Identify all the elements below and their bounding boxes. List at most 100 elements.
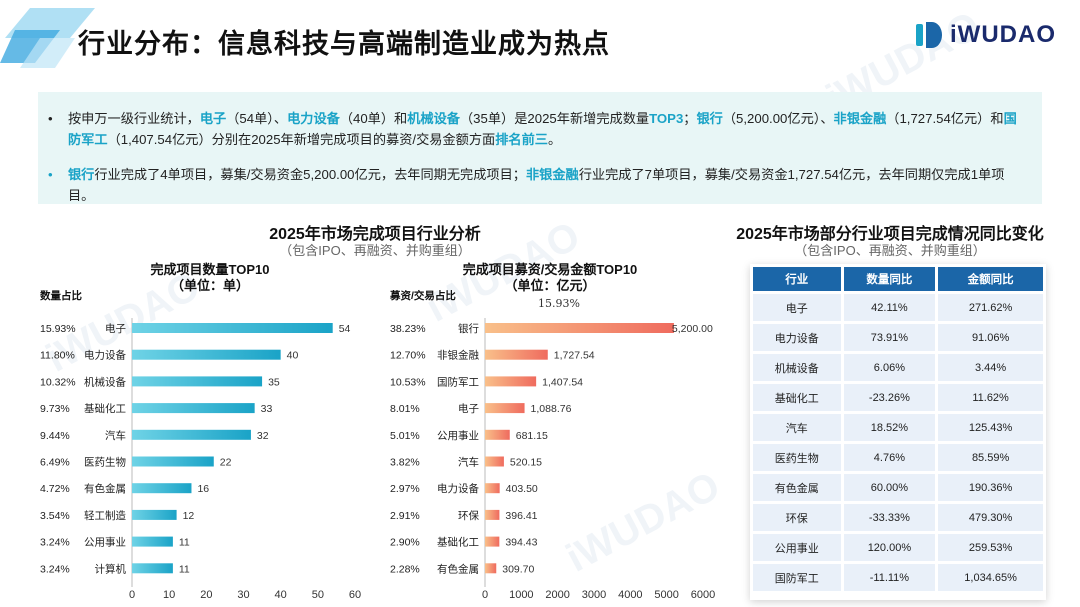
- table-cell: -33.33%: [843, 504, 936, 531]
- text: 按申万一级行业统计，: [68, 111, 200, 126]
- text: （5,200.00亿元）、: [722, 111, 834, 126]
- table-cell: 3.44%: [938, 354, 1043, 381]
- highlight: 排名前三: [495, 132, 548, 147]
- text: （35单）是2025年新增完成数量: [460, 111, 650, 126]
- x-tick-label: 2000: [545, 589, 569, 601]
- x-tick-label: 50: [312, 589, 324, 601]
- table-row: 环保 -33.33% 479.30%: [753, 504, 1043, 531]
- category-label: 基础化工: [437, 536, 479, 549]
- bar: [132, 323, 333, 333]
- table-row: 国防军工 -11.11% 1,034.65%: [753, 564, 1043, 591]
- bar: [485, 509, 500, 520]
- chart1-title-text: 完成项目数量TOP10: [150, 262, 270, 277]
- table-cell: 259.53%: [938, 534, 1043, 561]
- left-section-subtitle: （包含IPO、再融资、并购重组）: [279, 243, 471, 258]
- right-section-subtitle: （包含IPO、再融资、并购重组）: [794, 243, 986, 258]
- share-label: 3.54%: [40, 510, 70, 522]
- text: （1,727.54亿元）和: [886, 111, 1004, 126]
- bar: [132, 349, 281, 360]
- table-cell: 电子: [753, 294, 841, 321]
- x-tick-label: 0: [482, 589, 488, 601]
- table-cell: 有色金属: [753, 474, 841, 501]
- category-label: 电子: [105, 322, 126, 335]
- highlight: 机械设备: [407, 111, 460, 126]
- share-label: 15.93%: [40, 323, 76, 335]
- bullet-dot: •: [48, 167, 53, 182]
- summary-box: • 按申万一级行业统计，电子（54单）、电力设备（40单）和机械设备（35单）是…: [38, 92, 1042, 204]
- yoy-table-card: 行业 数量同比 金额同比 电子 42.11% 271.62% 电力设备 73.91% 91.0…: [750, 264, 1046, 600]
- value-label: 394.43: [505, 537, 537, 549]
- text: （1,407.54亿元）分别在2025年新增完成项目的募资/交易金额方面: [107, 132, 496, 147]
- bar: [485, 456, 504, 467]
- value-label: 5,200.00: [672, 323, 713, 335]
- chart-amount-top10: 0 1000 2000 3000 4000 5000 6000 38.23% 银行 5,200.0…: [390, 318, 715, 601]
- bar: [132, 483, 192, 494]
- header-decoration: [0, 8, 95, 68]
- category-label: 环保: [458, 509, 479, 522]
- table-cell: 机械设备: [753, 354, 841, 381]
- chart2-stray-label: 15.93%: [538, 297, 580, 310]
- table-cell: 91.06%: [938, 324, 1043, 351]
- bar: [485, 349, 548, 360]
- text: 行业完成了7单项目，募集/交易资金1,727.54亿元，去年同期仅完成1单项目。: [68, 167, 1005, 203]
- share-label: 38.23%: [390, 323, 426, 335]
- share-label: 2.90%: [390, 537, 420, 549]
- share-label: 8.01%: [390, 403, 420, 415]
- value-label: 1,088.76: [531, 403, 572, 415]
- value-label: 309.70: [502, 563, 534, 575]
- table-cell: 73.91%: [843, 324, 936, 351]
- category-label: 电力设备: [84, 349, 126, 362]
- table-row: 电子 42.11% 271.62%: [753, 294, 1043, 321]
- highlight: 银行: [68, 167, 95, 182]
- category-label: 电子: [458, 402, 479, 415]
- category-label: 电力设备: [437, 482, 479, 495]
- table-header-cell: 行业: [753, 267, 841, 291]
- x-tick-label: 6000: [691, 589, 715, 601]
- value-label: 54: [339, 323, 351, 335]
- bar: [132, 563, 173, 574]
- bar: [132, 536, 173, 547]
- text: 。: [547, 132, 562, 147]
- category-label: 有色金属: [84, 482, 126, 495]
- x-tick-label: 4000: [618, 589, 642, 601]
- table-cell: 60.00%: [843, 474, 936, 501]
- category-label: 基础化工: [84, 402, 126, 415]
- table-row: 公用事业 120.00% 259.53%: [753, 534, 1043, 561]
- category-label: 轻工制造: [84, 509, 126, 522]
- value-label: 520.15: [510, 457, 542, 469]
- category-label: 机械设备: [84, 375, 126, 388]
- share-label: 3.82%: [390, 457, 420, 469]
- value-label: 22: [220, 457, 232, 469]
- category-label: 汽车: [105, 429, 126, 442]
- category-label: 计算机: [95, 562, 127, 575]
- highlight: 电子: [199, 111, 227, 126]
- table-cell: 479.30%: [938, 504, 1043, 531]
- value-label: 12: [183, 510, 195, 522]
- category-label: 非银金融: [437, 349, 479, 362]
- table-cell: 4.76%: [843, 444, 936, 471]
- highlight: 国防军工: [68, 111, 1017, 147]
- value-label: 11: [179, 537, 190, 549]
- share-label: 2.28%: [390, 563, 420, 575]
- value-label: 35: [268, 376, 280, 388]
- x-tick-label: 10: [163, 589, 175, 601]
- table-cell: 环保: [753, 504, 841, 531]
- highlight: 非银金融: [833, 111, 887, 126]
- bar: [485, 323, 674, 333]
- x-tick-label: 60: [349, 589, 361, 601]
- value-label: 11: [179, 563, 190, 575]
- value-label: 1,407.54: [542, 376, 583, 388]
- brand-logo: iWUDAO: [916, 18, 1056, 52]
- highlight: 银行: [696, 111, 723, 126]
- table-cell: 6.06%: [843, 354, 936, 381]
- table-cell: 120.00%: [843, 534, 936, 561]
- value-label: 40: [287, 350, 299, 362]
- text: ；: [683, 111, 697, 126]
- share-label: 2.97%: [390, 483, 420, 495]
- value-label: 1,727.54: [554, 350, 595, 362]
- bar: [485, 536, 500, 547]
- chart2-title: 完成项目募资/交易金额TOP10 （单位：亿元）: [430, 262, 670, 294]
- bar: [132, 376, 263, 387]
- highlight: 非银金融: [525, 167, 579, 182]
- chart1-title: 完成项目数量TOP10 （单位：单）: [110, 262, 310, 294]
